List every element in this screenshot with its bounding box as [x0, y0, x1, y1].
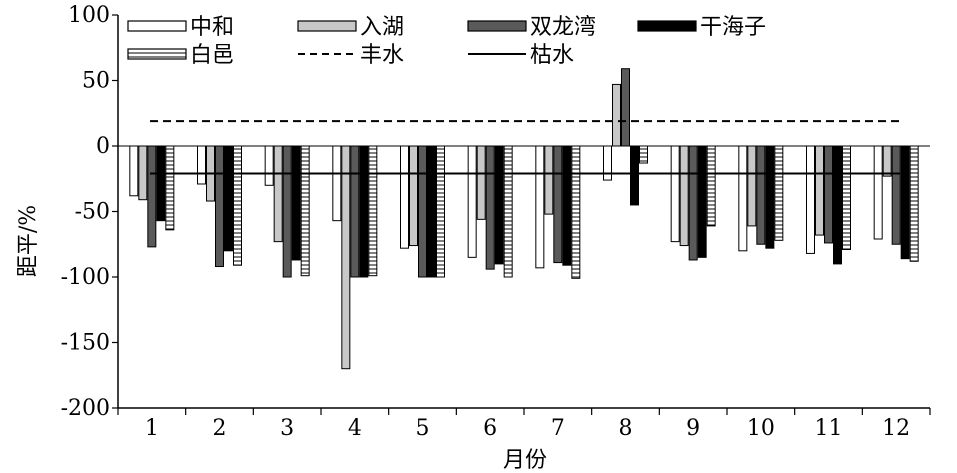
bar [612, 83, 621, 147]
bar [264, 145, 274, 186]
bar [765, 145, 775, 249]
x-tick-label: 5 [416, 416, 430, 441]
legend-swatch [637, 20, 697, 32]
bar [630, 145, 639, 206]
bar [436, 145, 445, 278]
bar [138, 145, 148, 201]
bar [476, 145, 486, 220]
y-tick-label: 50 [82, 69, 110, 94]
x-tick-label: 9 [686, 416, 700, 441]
bar [467, 145, 477, 258]
bar [350, 145, 360, 278]
bar [494, 145, 504, 265]
bar [332, 145, 342, 222]
bar [485, 145, 495, 270]
legend-swatch [467, 20, 527, 32]
legend-label: 丰水 [360, 43, 404, 68]
x-tick-label: 8 [619, 416, 633, 441]
y-tick-label: -50 [75, 200, 110, 225]
x-axis-label: 月份 [503, 448, 547, 473]
reference-lines [150, 120, 900, 175]
bar [233, 145, 242, 266]
bar [129, 145, 139, 197]
bar [571, 145, 581, 279]
bar [909, 145, 919, 262]
bar [824, 145, 833, 244]
legend-label: 干海子 [700, 15, 766, 40]
legend-label: 双龙湾 [530, 15, 596, 40]
bar [621, 68, 630, 147]
bar [697, 145, 707, 258]
bar [147, 145, 157, 248]
bar [679, 145, 689, 247]
bar [639, 145, 648, 164]
bar [215, 145, 224, 268]
x-tick-label: 4 [348, 416, 362, 441]
bar [806, 145, 815, 254]
legend-swatch [127, 20, 187, 32]
bar [291, 145, 301, 261]
x-tick-label: 2 [213, 416, 227, 441]
x-tick-label: 6 [483, 416, 497, 441]
bar [842, 145, 851, 250]
bar [535, 145, 545, 269]
legend-swatch [297, 20, 357, 32]
bar [756, 145, 766, 245]
y-tick-label: 0 [96, 134, 110, 159]
bar [409, 145, 418, 247]
legend-label: 枯水 [530, 43, 574, 68]
x-tick-label: 11 [815, 416, 843, 441]
bar [400, 145, 409, 249]
x-tick-label: 10 [747, 416, 775, 441]
y-tick-label: -200 [61, 396, 110, 421]
bar [688, 145, 698, 261]
y-tick-label: -150 [61, 331, 110, 356]
x-tick-label: 1 [145, 416, 159, 441]
bar [544, 145, 554, 215]
y-tick-label: -100 [61, 265, 110, 290]
legend-label: 白邑 [190, 43, 234, 68]
bar [273, 145, 283, 243]
bar [774, 145, 784, 241]
bar [156, 145, 166, 222]
bar [815, 145, 824, 236]
x-tick-label: 12 [882, 416, 910, 441]
legend-label: 入湖 [360, 15, 404, 40]
y-axis-label: 距平/% [16, 205, 41, 277]
bar [603, 145, 612, 181]
bar [553, 145, 563, 264]
x-tick-label: 7 [551, 416, 565, 441]
bar [891, 145, 901, 245]
bar [197, 145, 206, 185]
bars [129, 68, 919, 370]
bar [368, 145, 378, 277]
bar [738, 145, 748, 252]
legend-label: 中和 [190, 15, 234, 40]
bar [900, 145, 910, 260]
y-tick-label: 100 [68, 3, 110, 28]
bar [833, 145, 842, 265]
bar [224, 145, 233, 252]
bar [359, 145, 369, 278]
bar [503, 145, 513, 278]
bar [341, 145, 351, 370]
bar [882, 145, 892, 177]
bar [300, 145, 310, 277]
bar [165, 145, 175, 231]
bar [670, 145, 680, 243]
legend-swatch [127, 48, 187, 60]
x-tick-label: 3 [280, 416, 294, 441]
bar [427, 145, 436, 278]
bar [706, 145, 716, 227]
bar [873, 145, 883, 240]
bar [282, 145, 292, 278]
bar [747, 145, 757, 227]
bar [562, 145, 572, 266]
bar [418, 145, 427, 278]
